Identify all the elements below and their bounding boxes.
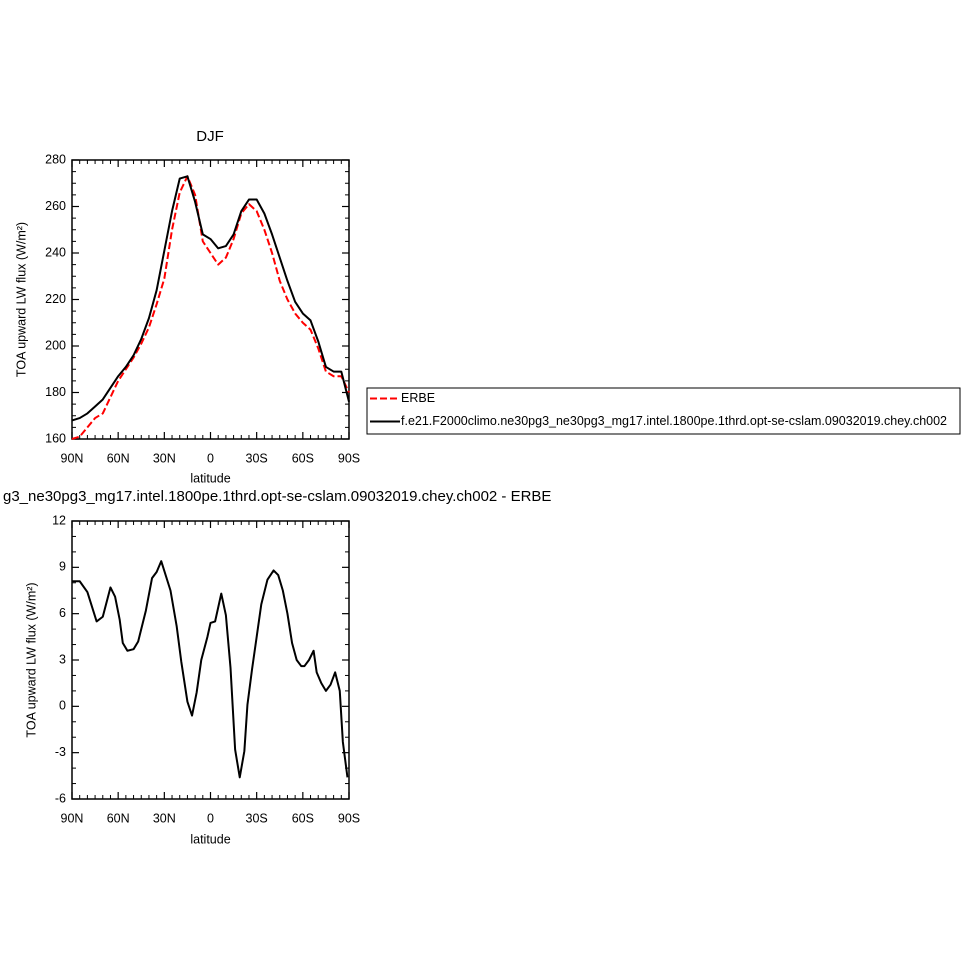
y-tick-label: 9 <box>59 560 66 574</box>
y-tick-label: 160 <box>45 431 66 445</box>
x-tick-label: 30S <box>246 811 268 825</box>
legend-label: f.e21.F2000climo.ne30pg3_ne30pg3_mg17.in… <box>401 414 947 428</box>
x-tick-label: 60S <box>292 811 314 825</box>
data-line <box>71 175 350 440</box>
plot-frame <box>71 159 350 440</box>
x-axis-label: latitude <box>190 471 230 485</box>
x-tick-label: 30N <box>153 811 176 825</box>
y-tick-label: -6 <box>55 791 66 805</box>
x-tick-label: 60N <box>107 811 130 825</box>
chart-title: DJF <box>196 128 224 145</box>
y-tick-label: 280 <box>45 152 66 166</box>
x-tick-label: 90S <box>338 811 360 825</box>
legend-label: ERBE <box>401 391 435 405</box>
data-line <box>72 560 349 779</box>
y-axis-label: TOA upward LW flux (W/m²) <box>14 222 28 377</box>
x-tick-label: 30N <box>153 451 176 465</box>
data-line <box>71 175 350 422</box>
x-axis-label: latitude <box>190 832 230 846</box>
legend-box <box>366 387 961 435</box>
y-tick-label: 6 <box>59 606 66 620</box>
y-tick-label: -3 <box>55 745 66 759</box>
y-tick-label: 200 <box>45 338 66 352</box>
x-tick-label: 60S <box>292 451 314 465</box>
y-tick-label: 0 <box>59 699 66 713</box>
y-tick-label: 3 <box>59 652 66 666</box>
x-tick-label: 30S <box>246 451 268 465</box>
x-tick-label: 0 <box>207 811 214 825</box>
y-tick-label: 180 <box>45 385 66 399</box>
y-tick-label: 260 <box>45 199 66 213</box>
plot-frame <box>71 520 350 800</box>
y-tick-label: 220 <box>45 292 66 306</box>
y-axis-label: TOA upward LW flux (W/m²) <box>24 582 38 737</box>
x-tick-label: 90N <box>61 451 84 465</box>
x-tick-label: 60N <box>107 451 130 465</box>
y-tick-label: 240 <box>45 245 66 259</box>
y-tick-label: 12 <box>52 513 66 527</box>
x-tick-label: 90N <box>61 811 84 825</box>
x-tick-label: 90S <box>338 451 360 465</box>
chart-title: g3_ne30pg3_mg17.intel.1800pe.1thrd.opt-s… <box>3 488 551 505</box>
x-tick-label: 0 <box>207 451 214 465</box>
